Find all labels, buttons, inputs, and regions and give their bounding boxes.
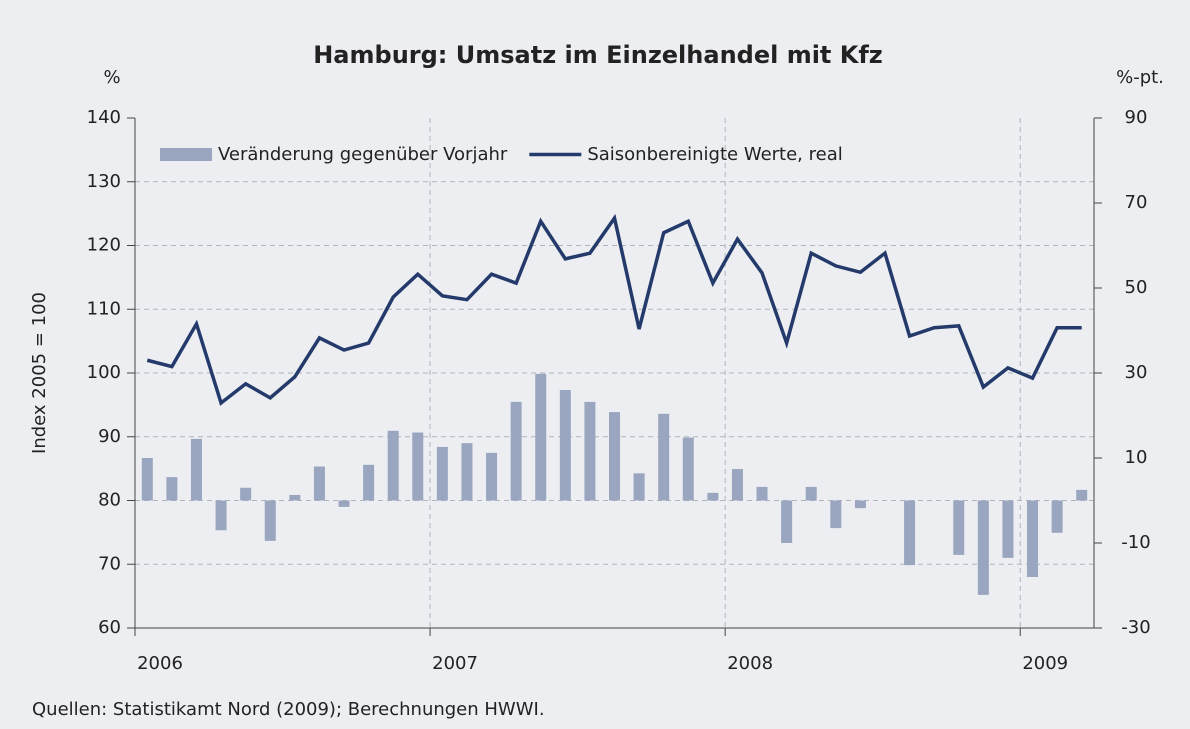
y-unit: % xyxy=(103,67,120,88)
bar xyxy=(215,500,227,531)
legend-label: Veränderung gegenüber Vorjahr xyxy=(218,144,508,165)
y2-tick-label: 70 xyxy=(1125,192,1148,213)
bar xyxy=(363,464,375,501)
y-tick-label: 70 xyxy=(98,553,121,574)
bar xyxy=(658,413,670,501)
x-tick-label: 2009 xyxy=(1022,653,1068,674)
chart-title: Hamburg: Umsatz im Einzelhandel mit Kfz xyxy=(313,41,883,69)
bar xyxy=(756,486,768,501)
y-axis-label: Index 2005 = 100 xyxy=(29,292,50,454)
bar xyxy=(166,477,178,501)
y2-tick-label: 50 xyxy=(1125,277,1148,298)
bar xyxy=(240,487,252,501)
y-tick-label: 90 xyxy=(98,426,121,447)
source: Quellen: Statistikamt Nord (2009); Berec… xyxy=(32,699,545,720)
bar xyxy=(559,390,571,501)
y-tick-label: 80 xyxy=(98,490,121,511)
y-tick-label: 110 xyxy=(87,298,121,319)
bar xyxy=(805,486,817,501)
bar xyxy=(338,500,350,507)
y2-tick-label: -30 xyxy=(1121,617,1150,638)
bar xyxy=(977,500,989,595)
y2-tick-label: 30 xyxy=(1125,362,1148,383)
bar xyxy=(486,452,498,501)
bar xyxy=(633,473,645,501)
bar xyxy=(830,500,842,529)
bar xyxy=(953,500,965,555)
line xyxy=(146,213,1082,406)
y-tick-label: 130 xyxy=(87,171,121,192)
bar xyxy=(535,373,547,501)
bar xyxy=(584,401,596,501)
bar xyxy=(731,469,743,501)
bar xyxy=(141,458,153,501)
y-tick-label: 100 xyxy=(87,362,121,383)
y-tick-label: 140 xyxy=(87,107,121,128)
bar xyxy=(461,443,473,501)
bar xyxy=(609,412,620,501)
x-tick-label: 2007 xyxy=(432,653,478,674)
x-tick-label: 2008 xyxy=(727,653,773,674)
legend-swatch xyxy=(160,148,212,161)
y2-unit: %-pt. xyxy=(1116,67,1164,88)
bar xyxy=(904,500,916,566)
bar xyxy=(313,466,325,501)
bar xyxy=(1051,500,1063,533)
bar xyxy=(190,438,202,501)
y-tick-label: 60 xyxy=(98,617,121,638)
bar xyxy=(412,432,424,501)
y2-tick-label: 10 xyxy=(1125,447,1148,468)
bar xyxy=(707,492,719,501)
bar xyxy=(510,401,522,501)
bar xyxy=(1027,500,1039,577)
y2-tick-label: -10 xyxy=(1121,532,1150,553)
bar xyxy=(682,437,694,501)
y2-tick-label: 90 xyxy=(1125,107,1148,128)
bar xyxy=(781,500,793,543)
bar xyxy=(387,430,399,501)
bar xyxy=(289,494,301,501)
x-tick-label: 2006 xyxy=(137,653,183,674)
bar xyxy=(854,500,866,509)
y-tick-label: 120 xyxy=(87,235,121,256)
bar xyxy=(1002,500,1014,558)
bar xyxy=(264,500,276,541)
bar xyxy=(436,446,448,501)
legend-label: Saisonbereinigte Werte, real xyxy=(587,144,842,165)
bar xyxy=(1076,489,1088,501)
